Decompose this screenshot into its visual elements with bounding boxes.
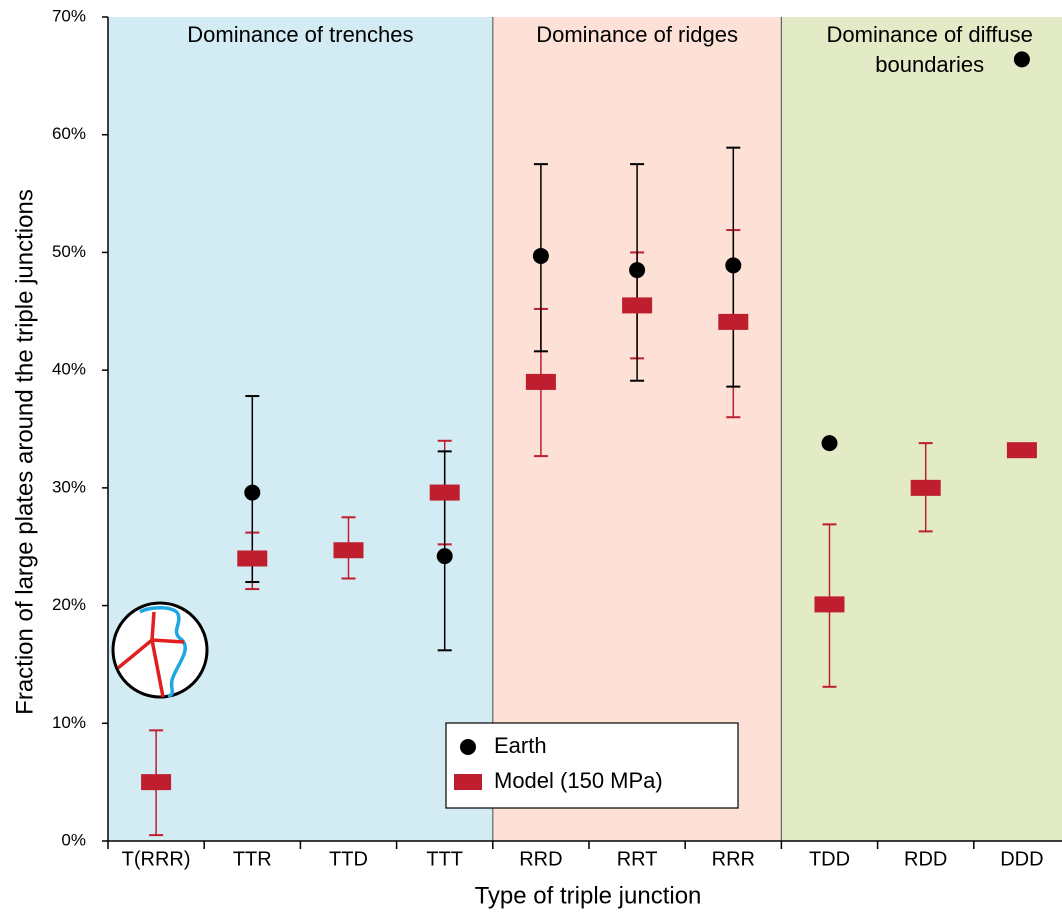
model-point [429, 484, 460, 501]
y-tick-label: 40% [52, 360, 86, 379]
y-axis-title: Fraction of large plates around the trip… [11, 189, 38, 715]
legend-box [445, 722, 739, 809]
earth-point [725, 257, 742, 274]
region-band [492, 17, 782, 841]
x-tick-label: DDD [1000, 848, 1043, 870]
region-label: Dominance of trenches [187, 22, 413, 47]
x-tick-label: TTD [329, 848, 368, 870]
model-point [525, 373, 556, 390]
earth-point [436, 548, 453, 565]
x-tick-label: TTT [426, 848, 463, 870]
model-point [814, 596, 845, 613]
y-tick-label: 60% [52, 124, 86, 143]
inset-circle [111, 601, 209, 699]
y-tick-label: 0% [61, 830, 86, 849]
region-band [108, 17, 493, 841]
x-tick-label: TTR [233, 848, 272, 870]
x-tick-label: RRD [519, 848, 562, 870]
earth-point [629, 262, 646, 279]
inset-ridges [116, 611, 185, 698]
x-tick-label: RRT [617, 848, 658, 870]
x-tick-label: T(RRR) [122, 848, 191, 870]
legend-swatch [454, 774, 482, 790]
y-tick-label: 50% [52, 242, 86, 261]
legend-label: Model (150 MPa) [494, 768, 663, 793]
inset-trench [139, 606, 187, 698]
model-point [622, 297, 653, 314]
model-point [1006, 442, 1037, 459]
x-tick-label: TDD [809, 848, 850, 870]
earth-point [244, 484, 261, 501]
y-tick-label: 30% [52, 477, 86, 496]
model-point [718, 313, 749, 330]
x-tick-label: RRR [712, 848, 755, 870]
y-tick-label: 20% [52, 595, 86, 614]
legend-label: Earth [494, 733, 547, 758]
earth-point [532, 247, 549, 264]
model-point [910, 479, 941, 496]
region-label: Dominance of diffuse [827, 22, 1033, 47]
region-label: boundaries [875, 52, 984, 77]
earth-point [1013, 51, 1030, 68]
model-point [237, 550, 268, 567]
model-point [333, 542, 364, 559]
region-band [781, 17, 1062, 841]
model-point [141, 774, 172, 791]
legend-swatch [460, 739, 476, 755]
inset-icon [111, 601, 209, 699]
legend: Earth Model (150 MPa) [445, 722, 739, 809]
x-axis-title: Type of triple junction [475, 882, 702, 909]
y-tick-label: 10% [52, 713, 86, 732]
x-tick-label: RDD [904, 848, 947, 870]
y-tick-label: 70% [52, 6, 86, 25]
region-label: Dominance of ridges [536, 22, 738, 47]
earth-point [821, 435, 838, 452]
regions: Dominance of trenches Dominance of ridges… [108, 17, 1062, 841]
